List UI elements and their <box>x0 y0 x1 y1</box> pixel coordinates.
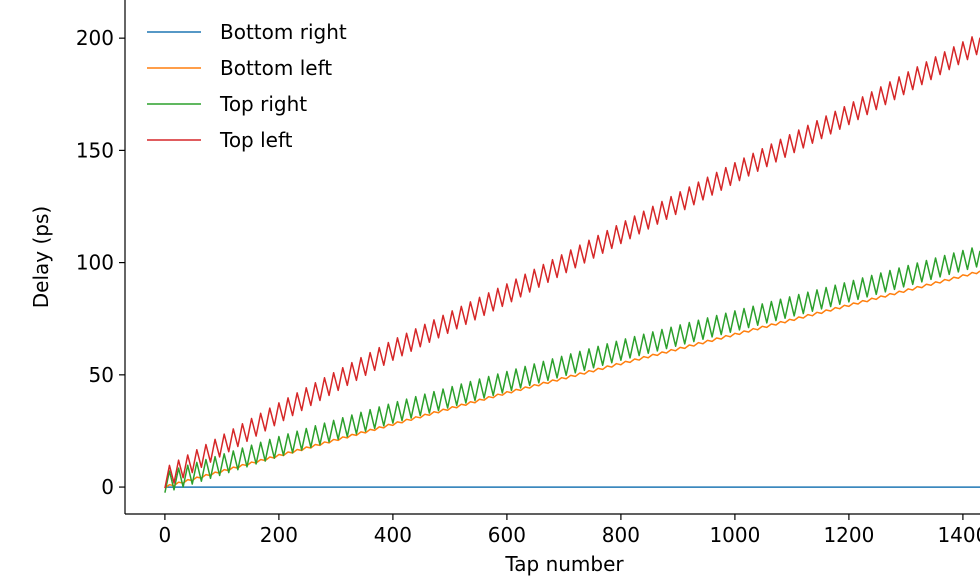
series-line-top-left <box>164 36 980 489</box>
x-tick-label: 400 <box>374 523 412 547</box>
y-tick-label: 150 <box>76 138 114 162</box>
legend-label: Bottom right <box>220 20 347 44</box>
legend-label: Bottom left <box>220 56 332 80</box>
y-tick-label: 100 <box>76 251 114 275</box>
x-tick-label: 0 <box>159 523 172 547</box>
legend-label: Top right <box>219 92 307 116</box>
y-tick-label: 0 <box>101 475 114 499</box>
series-line-bottom-left <box>164 270 980 489</box>
legend-label: Top left <box>219 128 293 152</box>
legend: Bottom right Bottom left Top right Top left <box>147 20 347 152</box>
x-tick-label: 800 <box>602 523 640 547</box>
y-tick-label: 50 <box>89 363 114 387</box>
x-tick-label: 200 <box>260 523 298 547</box>
y-tick-label: 200 <box>76 26 114 50</box>
x-tick-label: 1000 <box>709 523 760 547</box>
x-tick-label: 600 <box>488 523 526 547</box>
series-layer <box>164 36 980 493</box>
series-line-top-right <box>164 247 980 493</box>
x-tick-label: 1200 <box>823 523 874 547</box>
y-axis-label: Delay (ps) <box>29 206 53 308</box>
x-axis-label: Tap number <box>504 552 624 576</box>
